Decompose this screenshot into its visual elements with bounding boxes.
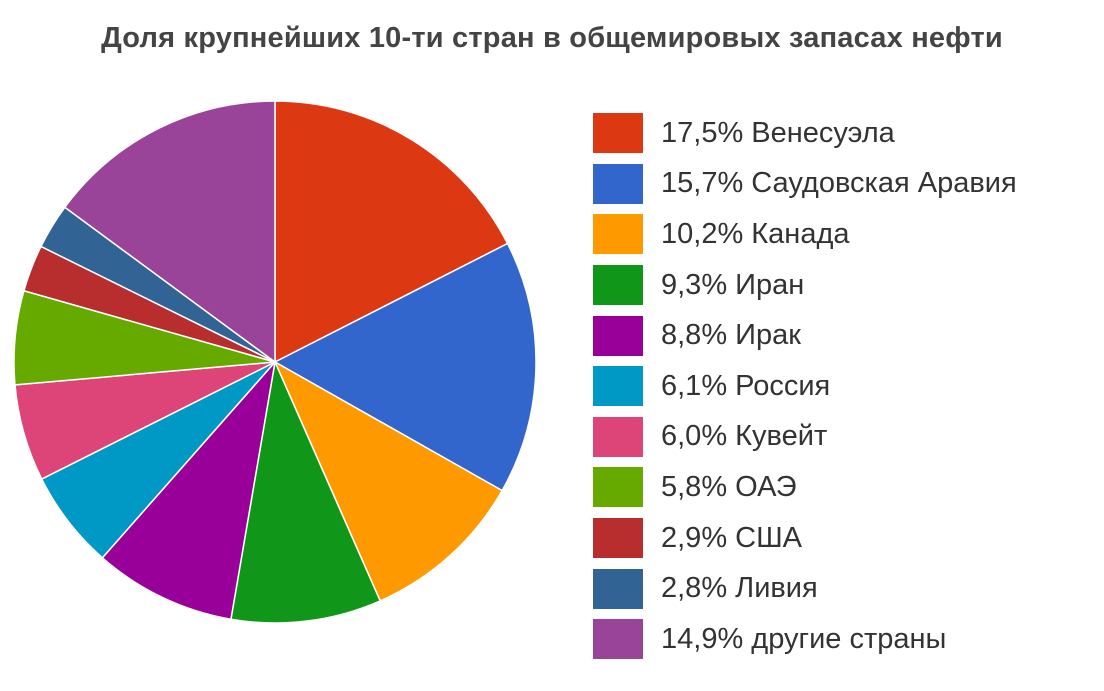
legend-label: 2,9% США	[661, 521, 803, 554]
legend-item-4: 8,8% Ирак	[593, 310, 1017, 361]
legend-swatch	[593, 214, 643, 255]
legend-swatch	[593, 467, 643, 508]
legend-item-7: 5,8% ОАЭ	[593, 462, 1017, 513]
legend-item-0: 17,5% Венесуэла	[593, 108, 1017, 159]
legend-swatch	[593, 265, 643, 306]
legend-swatch	[593, 619, 643, 660]
legend-swatch	[593, 568, 643, 609]
legend-label: 9,3% Иран	[661, 268, 805, 301]
pie-slice-1	[273, 242, 537, 492]
legend-label: 5,8% ОАЭ	[661, 470, 797, 503]
legend-swatch	[593, 518, 643, 559]
pie-slice-0	[274, 100, 509, 364]
legend-item-8: 2,9% США	[593, 513, 1017, 564]
legend-swatch	[593, 113, 643, 154]
legend-item-10: 14,9% другие страны	[593, 614, 1017, 665]
legend-swatch	[593, 315, 643, 356]
pie-slice-4	[101, 359, 277, 621]
legend-label: 6,0% Кувейт	[661, 420, 828, 453]
legend-label: 17,5% Венесуэла	[661, 116, 895, 149]
legend-item-6: 6,0% Кувейт	[593, 412, 1017, 463]
pie-slice-2	[273, 360, 504, 602]
pie-slice-10	[63, 100, 276, 364]
legend-label: 2,8% Ливия	[661, 572, 818, 605]
legend-label: 6,1% Россия	[661, 369, 831, 402]
pie-slice-3	[230, 359, 382, 624]
chart-title: Доля крупнейших 10-ти стран в общемировы…	[101, 22, 1003, 54]
legend-label: 15,7% Саудовская Аравия	[661, 167, 1017, 200]
pie-chart	[13, 100, 537, 624]
legend-item-1: 15,7% Саудовская Аравия	[593, 159, 1017, 210]
legend-swatch	[593, 163, 643, 204]
legend-label: 10,2% Канада	[661, 217, 850, 250]
legend-item-9: 2,8% Ливия	[593, 563, 1017, 614]
legend-item-5: 6,1% Россия	[593, 361, 1017, 412]
legend-swatch	[593, 416, 643, 457]
legend-label: 14,9% другие страны	[661, 622, 947, 655]
legend-item-2: 10,2% Канада	[593, 209, 1017, 260]
legend-swatch	[593, 366, 643, 407]
chart-legend: 17,5% Венесуэла 15,7% Саудовская Аравия 10…	[593, 108, 1017, 665]
legend-label: 8,8% Ирак	[661, 319, 801, 352]
legend-item-3: 9,3% Иран	[593, 260, 1017, 311]
